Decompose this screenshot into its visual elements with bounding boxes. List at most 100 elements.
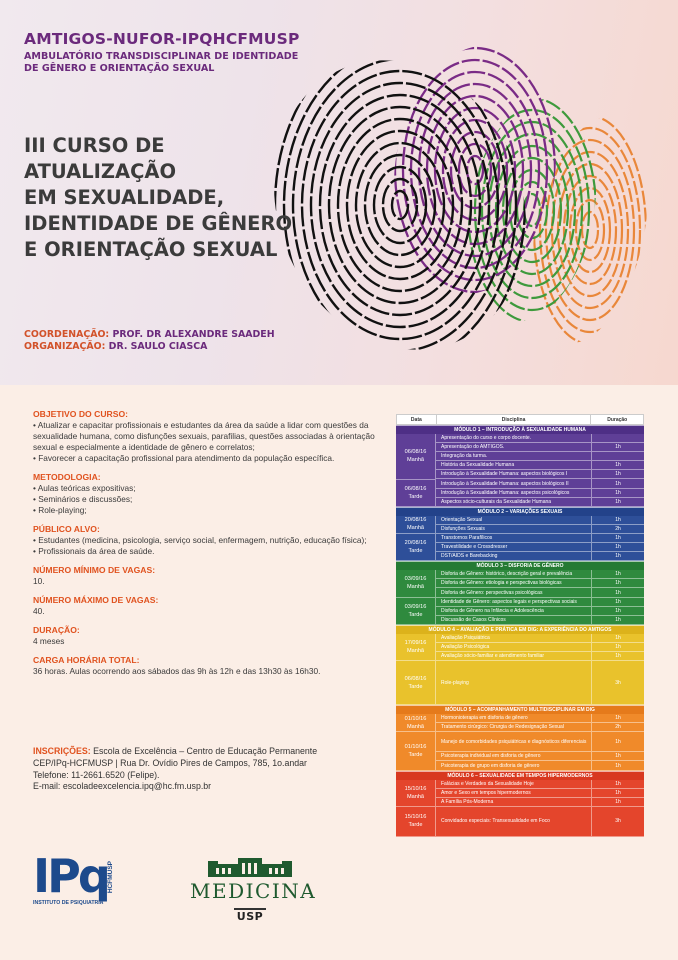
discipline-cell: A Família Pós-Moderna [436, 797, 592, 806]
duration-cell: 1h [615, 516, 621, 523]
module-heading: MÓDULO 2 – VARIAÇÕES SEXUAIS [396, 506, 644, 516]
schedule-row: Avaliação Psiquiátrica 1h [436, 633, 644, 643]
date-cell: 20/08/16 Manhã [396, 515, 436, 534]
workload-section: CARGA HORÁRIA TOTAL: 36 horas. Aulas oco… [33, 655, 378, 677]
schedule-row: A Família Pós-Moderna 1h [436, 797, 644, 807]
discipline-cell: História da Sexualidade Humana [436, 461, 592, 470]
email-line[interactable]: E-mail: escoladeexcelencia.ipq@hc.fm.usp… [33, 781, 212, 792]
duration-cell [592, 452, 644, 460]
module-body: 01/10/16 Manhã 01/10/16 Tarde Hormonioterapi… [396, 714, 644, 771]
course-info: OBJETIVO DO CURSO: Atualizar e capacitar… [33, 409, 378, 685]
discipline-cell: Disforia de Gênero na Infância e Adolesc… [436, 606, 592, 615]
methodology-section: METODOLOGIA: Aulas teóricas expositivas;… [33, 472, 378, 516]
duration-cell [592, 434, 644, 442]
date-cell: 20/08/16 Tarde [396, 533, 436, 562]
duration-cell: 1h [615, 462, 621, 469]
max-vacancies-section: NÚMERO MÁXIMO DE VAGAS: 40. [33, 595, 378, 617]
duration-cell: 1h [615, 798, 621, 805]
duration-cell: 3h [615, 818, 621, 825]
schedule-row: Introdução à Sexualidade Humana: aspecto… [436, 479, 644, 489]
audience-item: Profissionais da área de saúde. [33, 546, 378, 557]
schedule-row: Tratamento cirúrgico: Cirurgia de Redesi… [436, 723, 644, 733]
discipline-cell: Apresentação do curso e corpo docente. [436, 434, 592, 443]
period-value: Manhã [406, 457, 425, 464]
course-title-line: EM SEXUALIDADE, [24, 186, 225, 209]
discipline-cell: Role-playing [436, 661, 592, 705]
duration-cell: 1h [615, 789, 621, 796]
schedule-row: Disforia de Gênero: perspectivas psicoló… [436, 588, 644, 598]
period-value: Manhã [406, 723, 425, 730]
module-body: 17/09/16 Manhã 06/08/16 Tarde Avaliação Psiq… [396, 633, 644, 706]
duration-cell: 1h [615, 535, 621, 542]
course-title-line: IDENTIDADE DE GÊNERO [24, 212, 293, 235]
date-cell: 01/10/16 Tarde [396, 732, 436, 771]
discipline-cell: Integração da turma. [436, 452, 592, 461]
header-date: Data [397, 415, 437, 424]
duration-cell: 1h [615, 738, 621, 745]
date-value: 15/10/16 [404, 814, 427, 821]
schedule-row: Travestilidade e Crossdresser 1h [436, 543, 644, 553]
discipline-cell: Discussão de Casos Clínicos [436, 615, 592, 624]
schedule-row: Avaliação sócio-familiar e atendimento f… [436, 652, 644, 662]
schedule-row: Psicoterapia individual em disforia de g… [436, 752, 644, 762]
duration-cell: 1h [615, 598, 621, 605]
date-value: 15/10/16 [404, 785, 427, 792]
duration-cell: 1h [615, 544, 621, 551]
date-value: 06/08/16 [404, 449, 427, 456]
date-value: 01/10/16 [404, 715, 427, 722]
schedule-row: Disforia de Gênero na Infância e Adolesc… [436, 606, 644, 616]
period-value: Manhã [406, 584, 425, 591]
schedule-table: Data Disciplina Duração MÓDULO 1 – INTRO… [396, 414, 644, 837]
schedule-row: História da Sexualidade Humana 1h [436, 461, 644, 471]
schedule-row: Introdução à Sexualidade Humana: aspecto… [436, 470, 644, 480]
period-value: Tarde [408, 548, 423, 555]
header-banner: AMTIGOS-NUFOR-IPQHCFMUSP AMBULATÓRIO TRA… [0, 0, 678, 385]
date-value: 06/08/16 [404, 675, 427, 682]
course-title-line: ATUALIZAÇÃO [24, 160, 177, 183]
schedule-row: Introdução à Sexualidade Humana: aspecto… [436, 488, 644, 498]
date-cell: 03/09/16 Tarde [396, 597, 436, 625]
discipline-cell: Orientação Sexual [436, 515, 592, 524]
module-heading: MÓDULO 3 – DISFORIA DE GÊNERO [396, 561, 644, 571]
duration-cell: 1h [615, 715, 621, 722]
ipq-logo: IPq HCFMUSP INSTITUTO DE PSIQUIATRIA [33, 853, 125, 913]
date-cell: 15/10/16 Tarde [396, 806, 436, 837]
date-cell: 03/09/16 Manhã [396, 570, 436, 598]
ipq-logo-caption: INSTITUTO DE PSIQUIATRIA [33, 900, 104, 906]
duration-cell: 1h [615, 644, 621, 651]
discipline-cell: Transtornos Parafílicos [436, 533, 592, 543]
methodology-item: Role-playing; [33, 505, 378, 516]
discipline-cell: Introdução à Sexualidade Humana: aspecto… [436, 470, 592, 479]
date-value: 03/09/16 [404, 603, 427, 610]
module-body: 06/08/16 Manhã 06/08/16 Tarde Apresentação d… [396, 434, 644, 507]
date-cell: 15/10/16 Manhã [396, 779, 436, 807]
duration-cell: 1h [615, 444, 621, 451]
discipline-cell: Introdução à Sexualidade Humana: aspecto… [436, 488, 592, 497]
schedule-row: Identidade de Gênero: aspectos legais e … [436, 597, 644, 607]
registration-line: Escola de Excelência – Centro de Educaçã… [93, 746, 318, 756]
discipline-cell: Psicoterapia de grupo em disforia de gên… [436, 761, 592, 770]
duration-cell: 1h [615, 580, 621, 587]
organization-subtitle: AMBULATÓRIO TRANSDISCIPLINAR DE IDENTIDA… [24, 51, 324, 75]
duration-cell: 1h [615, 616, 621, 623]
discipline-cell: Falácias e Verdades da Sexualidade Hoje [436, 779, 592, 788]
module-heading: MÓDULO 1 – INTRODUÇÃO À SEXUALIDADE HUMA… [396, 425, 644, 434]
phone-line: Telefone: 11-2661.6520 (Felipe). [33, 769, 160, 780]
schedule-row: Disforia de Gênero: histórico, descrição… [436, 570, 644, 580]
discipline-cell: Avaliação Psicológica [436, 642, 592, 652]
discipline-cell: Disfunções Sexuais [436, 524, 592, 533]
schedule-row: Role-playing 3h [436, 661, 644, 706]
objective-section: OBJETIVO DO CURSO: Atualizar e capacitar… [33, 409, 378, 464]
date-value: 17/09/16 [404, 640, 427, 647]
duration-heading: DURAÇÃO: [33, 625, 80, 635]
period-value: Manhã [406, 793, 425, 800]
module-body: 20/08/16 Manhã 20/08/16 Tarde Orientação Sex… [396, 515, 644, 562]
module-heading: MÓDULO 6 – SEXUALIDADE EM TEMPOS HIPERMO… [396, 770, 644, 780]
methodology-item: Seminários e discussões; [33, 494, 378, 505]
organization-value: DR. SAULO CIASCA [108, 341, 208, 352]
module-heading: MÓDULO 4 – AVALIAÇÃO E PRÁTICA EM DIG: A… [396, 624, 644, 634]
discipline-cell: Disforia de Gênero: perspectivas psicoló… [436, 588, 592, 597]
medicina-usp-logo: MEDICINA USP [190, 856, 315, 936]
course-title-line: E ORIENTAÇÃO SEXUAL [24, 238, 278, 261]
schedule-row: Apresentação do AMTIGOS. 1h [436, 443, 644, 453]
